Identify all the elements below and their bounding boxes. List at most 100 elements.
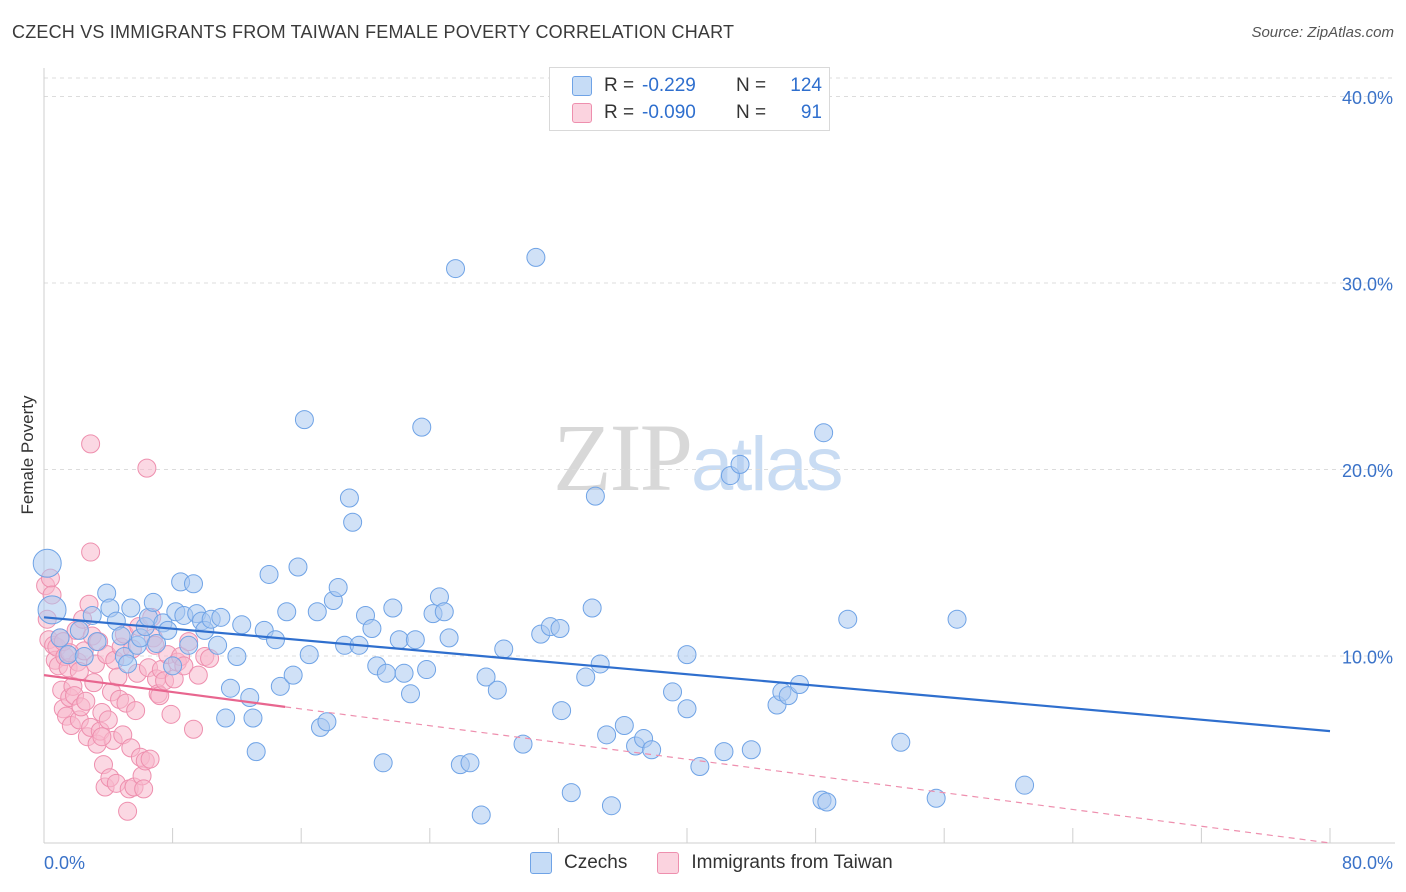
correlation-legend: R = -0.229 N = 124 R = -0.090 N = 91 — [549, 67, 830, 131]
czechs-point — [208, 635, 228, 655]
taiwan-point — [81, 434, 101, 454]
czechs-point — [328, 577, 348, 597]
legend-r-value: -0.090 — [642, 102, 696, 123]
czechs-point — [339, 488, 359, 508]
czechs-point — [179, 635, 199, 655]
tick-labels: 10.0% 20.0% 30.0% 40.0% 0.0% 80.0% — [44, 88, 1393, 873]
czechs-point — [259, 564, 279, 584]
czechs-point — [246, 742, 266, 762]
taiwan-point — [161, 704, 181, 724]
czechs-point — [211, 607, 231, 627]
czechs-point — [216, 708, 236, 728]
czechs-point — [343, 512, 363, 532]
czechs-point — [220, 678, 240, 698]
czechs-point — [265, 630, 285, 650]
czechs-point — [121, 598, 141, 618]
czechs-point — [590, 654, 610, 674]
taiwan-point — [98, 710, 118, 730]
x-tick-label-max: 80.0% — [1342, 853, 1393, 873]
czechs-point — [494, 639, 514, 659]
czechs-point — [389, 630, 409, 650]
czechs-point — [947, 609, 967, 629]
legend-label-czechs: Czechs — [564, 852, 628, 873]
taiwan-point — [137, 458, 157, 478]
czechs-point — [778, 686, 798, 706]
legend-n-value: 124 — [790, 75, 822, 96]
legend-item-taiwan[interactable]: Immigrants from Taiwan — [657, 852, 893, 874]
czechs-point — [582, 598, 602, 618]
czechs-point — [294, 410, 314, 430]
czechs-point — [362, 619, 382, 639]
czechs-point — [576, 667, 596, 687]
czechs-point — [307, 602, 327, 622]
legend-row-czechs: R = -0.229 N = 124 — [572, 74, 822, 98]
legend-item-czechs[interactable]: Czechs — [530, 852, 627, 874]
czechs-point — [601, 796, 621, 816]
czechs-point — [376, 663, 396, 683]
czechs-point — [143, 592, 163, 612]
czechs-point — [663, 682, 683, 702]
czechs-point — [838, 609, 858, 629]
legend-n-value: 91 — [800, 102, 822, 123]
czechs-point — [526, 247, 546, 267]
legend-row-taiwan: R = -0.090 N = 91 — [572, 101, 822, 125]
czechs-point — [243, 708, 263, 728]
czechs-point — [714, 742, 734, 762]
czechs-point — [401, 684, 421, 704]
czechs-point — [183, 574, 203, 594]
czechs-point — [69, 620, 89, 640]
taiwan-point — [108, 667, 128, 687]
czechs-point — [87, 632, 107, 652]
taiwan-point — [126, 701, 146, 721]
czechs-point — [926, 788, 946, 808]
czechs-point — [50, 628, 70, 648]
czechs-point — [741, 740, 761, 760]
czechs-point — [232, 615, 252, 635]
taiwan-point — [183, 719, 203, 739]
czechs-point — [817, 792, 837, 812]
axes — [43, 68, 1395, 844]
x-tick-label-min: 0.0% — [44, 853, 85, 873]
czechs-point — [585, 486, 605, 506]
taiwan-point — [81, 542, 101, 562]
czechs-point — [550, 619, 570, 639]
czechs-point — [373, 753, 393, 773]
legend-swatch-taiwan — [572, 103, 592, 123]
czechs-point — [460, 753, 480, 773]
legend-r-value: -0.229 — [642, 75, 696, 96]
czechs-point — [642, 740, 662, 760]
source-label: Source: ZipAtlas.com — [1251, 24, 1394, 41]
data-points — [32, 247, 1035, 825]
y-tick-label: 30.0% — [1342, 275, 1393, 295]
czechs-point — [1015, 775, 1035, 795]
czechs-point — [439, 628, 459, 648]
legend-r-label: R = — [604, 102, 635, 123]
czechs-point — [283, 665, 303, 685]
legend-swatch-czechs — [530, 852, 552, 874]
legend-r-label: R = — [604, 75, 635, 96]
czechs-point — [277, 602, 297, 622]
taiwan-point — [140, 749, 160, 769]
czechs-point — [446, 259, 466, 279]
legend-n-label: N = — [736, 102, 767, 123]
czechs-point — [412, 417, 432, 437]
czechs-point — [317, 712, 337, 732]
czechs-point — [270, 676, 290, 696]
taiwan-point — [118, 801, 138, 821]
czechs-point — [814, 423, 834, 443]
czechs-point — [32, 548, 62, 578]
legend-n-label: N = — [736, 75, 767, 96]
taiwan-point — [76, 691, 96, 711]
czechs-point — [417, 660, 437, 680]
czechs-point — [288, 557, 308, 577]
trend-lines — [43, 616, 1331, 844]
czechs-point — [513, 734, 533, 754]
legend-swatch-taiwan — [657, 852, 680, 874]
czechs-point — [163, 656, 183, 676]
czechs-point — [158, 620, 178, 640]
chart-title: CZECH VS IMMIGRANTS FROM TAIWAN FEMALE P… — [12, 22, 735, 42]
taiwan-point — [188, 665, 208, 685]
czechs-point — [561, 783, 581, 803]
czechs-point — [614, 716, 634, 736]
